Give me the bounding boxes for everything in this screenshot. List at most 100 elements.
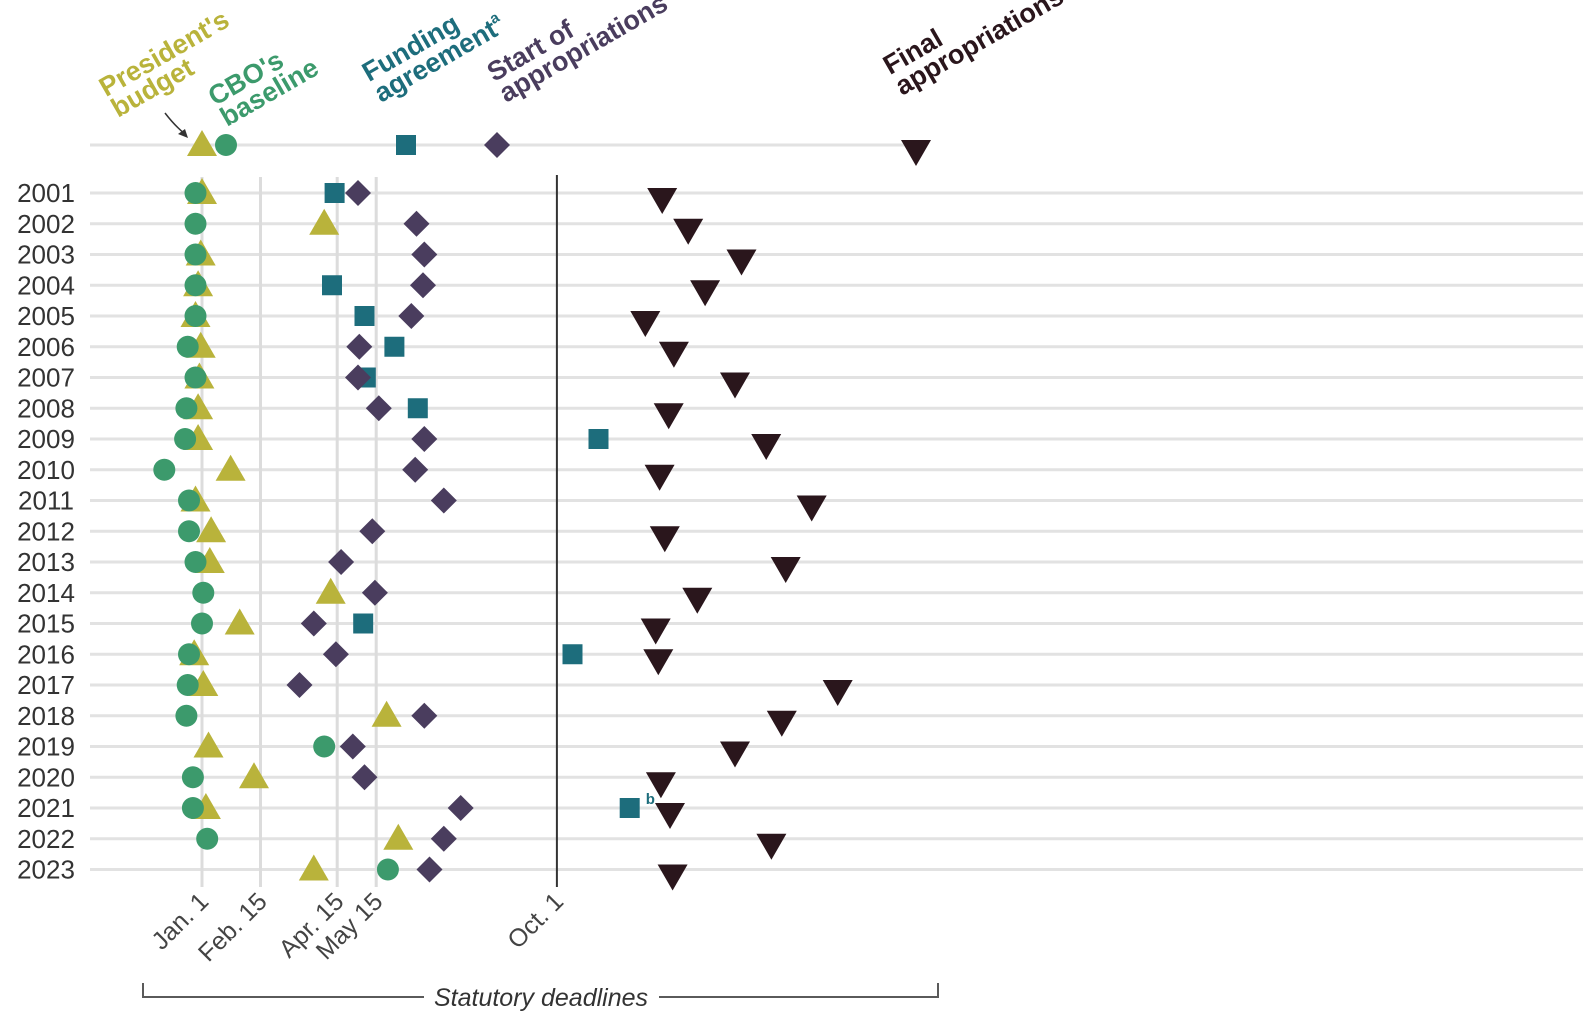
year-label: 2022 [17, 824, 75, 854]
cbo-baseline-point [184, 182, 207, 204]
presidents-budget-point [193, 731, 224, 758]
start-of-appropriations-point [402, 456, 429, 483]
presidents-budget-point [215, 454, 246, 481]
year-label: 2007 [17, 363, 75, 393]
final-appropriations-point [822, 680, 853, 706]
final-appropriations-point [796, 495, 827, 522]
start-of-appropriations-point [345, 364, 371, 391]
start-of-appropriations-point [447, 795, 474, 821]
year-label: 2008 [17, 393, 75, 423]
presidents-budget-point [309, 208, 340, 235]
legend-pointer-arrow [164, 112, 186, 135]
cbo-baseline-point [174, 428, 197, 450]
start-of-appropriations-point [416, 856, 443, 883]
legend-marker-start-of-appropriations [484, 132, 510, 158]
start-of-appropriations-point [359, 518, 386, 545]
start-of-appropriations-point [351, 764, 378, 791]
cbo-baseline-point [184, 551, 207, 573]
presidents-budget-point [298, 854, 329, 881]
final-appropriations-series [630, 188, 853, 891]
cbo-baseline-point [313, 735, 336, 758]
final-appropriations-point [640, 618, 671, 645]
cbo-baseline-point [175, 397, 198, 420]
year-label: 2023 [17, 855, 75, 885]
final-appropriations-point [658, 341, 689, 368]
start-of-appropriations-point [398, 303, 425, 329]
cbo-baseline-point [184, 212, 207, 235]
footnote-b: b [646, 791, 655, 808]
start-of-appropriations-point [345, 180, 371, 206]
cbo-baseline-point [191, 612, 213, 635]
cbo-baseline-point [175, 704, 198, 727]
final-appropriations-point [726, 249, 757, 276]
final-appropriations-point [766, 710, 797, 737]
presidents-budget-point [371, 700, 402, 727]
year-label: 2001 [17, 178, 75, 208]
final-appropriations-point [751, 434, 782, 460]
cbo-baseline-point [376, 858, 399, 881]
cbo-baseline-point [181, 797, 204, 819]
final-appropriations-point [645, 772, 676, 799]
final-appropriations-point [756, 833, 787, 860]
year-label: 2013 [17, 547, 75, 577]
final-appropriations-point [690, 280, 721, 307]
cbo-baseline-point [176, 674, 199, 696]
final-appropriations-point [720, 372, 750, 399]
final-appropriations-point [643, 649, 674, 676]
year-label: 2020 [17, 762, 75, 792]
funding-agreement-point [619, 798, 640, 818]
start-of-appropriations-point [365, 395, 392, 422]
deadline-tick-label: Oct. 1 [502, 887, 569, 954]
legend-superscript: a [487, 9, 503, 28]
year-label: 2021 [17, 793, 75, 823]
start-of-appropriations-point [430, 825, 457, 852]
row-gridlines [90, 143, 1583, 871]
funding-agreement-point [562, 644, 583, 665]
year-label: 2019 [17, 732, 75, 762]
cbo-baseline-point [178, 520, 200, 543]
year-label: 2016 [17, 639, 75, 669]
cbo-baseline-point [178, 489, 200, 512]
final-appropriations-point [653, 403, 684, 430]
cbo-baseline-point [176, 335, 199, 358]
cbo-baseline-point [184, 274, 207, 297]
year-label: 2018 [17, 701, 75, 731]
final-appropriations-point [673, 218, 704, 245]
funding-agreement-point [322, 275, 342, 296]
final-appropriations-point [655, 803, 685, 829]
start-of-appropriations-point [286, 672, 313, 698]
year-label: 2002 [17, 209, 75, 239]
funding-agreement-point [353, 613, 374, 634]
legend-marker-presidents-budget [187, 130, 217, 156]
cbo-baseline-point [196, 827, 219, 850]
funding-agreement-point [324, 183, 345, 203]
legend-pointer-arrowhead [178, 129, 188, 138]
cbo-baseline-point [181, 766, 204, 789]
year-label: 2006 [17, 332, 75, 362]
cbo-baseline-point [178, 643, 200, 666]
legend-marker-cbo-baseline [215, 134, 237, 156]
final-appropriations-point [657, 864, 688, 891]
year-label: 2012 [17, 516, 75, 546]
year-label: 2011 [18, 486, 74, 516]
final-appropriations-point [647, 188, 678, 214]
presidents-budget-point [383, 823, 414, 850]
year-label: 2005 [17, 301, 75, 331]
final-appropriations-point [644, 464, 675, 491]
final-appropriations-point [682, 587, 713, 614]
cbo-baseline-series [153, 182, 399, 881]
presidents-budget-point [224, 608, 255, 635]
cbo-baseline-point [184, 366, 207, 389]
presidents-budget-point [196, 516, 227, 543]
start-of-appropriations-point [328, 549, 355, 575]
start-of-appropriations-series [286, 180, 474, 883]
funding-agreement-point [588, 429, 609, 449]
year-label: 2017 [17, 670, 75, 700]
